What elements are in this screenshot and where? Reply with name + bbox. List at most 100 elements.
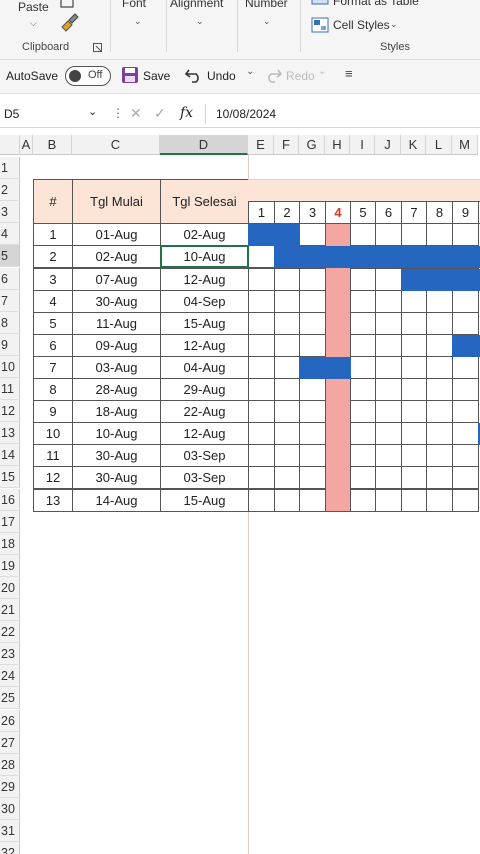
row-header-26[interactable]: 26 <box>0 709 20 732</box>
gantt-cell[interactable] <box>452 311 479 335</box>
gantt-cell[interactable] <box>299 333 326 357</box>
row-header-4[interactable]: 4 <box>0 223 20 246</box>
row-header-21[interactable]: 21 <box>0 599 20 622</box>
column-header-b[interactable]: B <box>33 135 72 155</box>
table-cell[interactable]: 01-Aug <box>72 223 161 247</box>
gantt-cell[interactable] <box>426 444 453 468</box>
gantt-cell[interactable] <box>248 400 275 424</box>
gantt-cell[interactable] <box>426 422 453 446</box>
table-cell[interactable]: 8 <box>33 378 73 402</box>
table-cell[interactable]: 6 <box>33 333 73 357</box>
table-cell[interactable]: 30-Aug <box>72 289 161 313</box>
row-header-30[interactable]: 30 <box>0 797 20 820</box>
gantt-bar[interactable] <box>401 268 480 291</box>
row-header-28[interactable]: 28 <box>0 753 20 776</box>
row-header-19[interactable]: 19 <box>0 554 20 577</box>
gantt-cell[interactable] <box>350 289 376 313</box>
table-cell[interactable]: 12-Aug <box>160 422 249 446</box>
row-header-17[interactable]: 17 <box>0 510 20 533</box>
gantt-cell[interactable] <box>299 267 326 291</box>
row-header-8[interactable]: 8 <box>0 311 20 334</box>
row-header-6[interactable]: 6 <box>0 267 20 290</box>
table-cell[interactable]: 13 <box>33 488 73 512</box>
gantt-bar[interactable] <box>248 224 300 247</box>
gantt-cell[interactable] <box>375 267 402 291</box>
gantt-cell[interactable] <box>401 488 427 512</box>
row-header-5[interactable]: 5 <box>0 245 20 268</box>
gantt-cell[interactable] <box>299 422 326 446</box>
name-box-dropdown-icon[interactable]: ⌄ <box>88 106 98 118</box>
autosave-toggle[interactable]: Off <box>65 66 111 86</box>
undo-button[interactable]: Undo <box>207 69 236 83</box>
row-header-14[interactable]: 14 <box>0 444 20 467</box>
table-cell[interactable]: 09-Aug <box>72 333 161 357</box>
gantt-cell[interactable] <box>248 444 275 468</box>
gantt-cell[interactable] <box>350 378 376 402</box>
gantt-cell[interactable] <box>426 333 453 357</box>
gantt-cell[interactable] <box>401 311 427 335</box>
redo-icon[interactable] <box>264 67 283 86</box>
gantt-cell[interactable] <box>452 378 479 402</box>
gantt-cell[interactable] <box>299 400 326 424</box>
gantt-cell[interactable] <box>452 444 479 468</box>
table-cell[interactable]: 4 <box>33 289 73 313</box>
table-cell[interactable]: 15-Aug <box>160 488 249 512</box>
gantt-cell[interactable] <box>452 400 479 424</box>
column-header-j[interactable]: J <box>375 135 401 155</box>
row-header-9[interactable]: 9 <box>0 333 20 356</box>
table-cell[interactable]: 28-Aug <box>72 378 161 402</box>
row-header-22[interactable]: 22 <box>0 621 20 644</box>
row-header-10[interactable]: 10 <box>0 355 20 378</box>
row-header-7[interactable]: 7 <box>0 289 20 312</box>
gantt-cell[interactable] <box>401 333 427 357</box>
table-cell[interactable]: 10-Aug <box>160 245 249 269</box>
column-header-k[interactable]: K <box>401 135 426 155</box>
gantt-cell[interactable] <box>274 444 300 468</box>
table-cell[interactable]: 03-Sep <box>160 444 249 468</box>
gantt-cell[interactable] <box>248 267 275 291</box>
gantt-cell[interactable] <box>452 466 479 490</box>
gantt-cell[interactable] <box>426 311 453 335</box>
table-cell[interactable]: 12-Aug <box>160 267 249 291</box>
gantt-cell[interactable] <box>375 223 402 247</box>
gantt-cell[interactable] <box>426 378 453 402</box>
gantt-cell[interactable] <box>350 333 376 357</box>
table-cell[interactable]: 04-Sep <box>160 289 249 313</box>
row-header-1[interactable]: 1 <box>0 157 20 180</box>
gantt-cell[interactable] <box>426 223 453 247</box>
cell-styles-button[interactable]: Cell Styles <box>333 18 390 32</box>
gantt-cell[interactable] <box>375 488 402 512</box>
gantt-cell[interactable] <box>426 466 453 490</box>
gantt-cell[interactable] <box>350 400 376 424</box>
font-group-button[interactable]: Font <box>122 0 147 10</box>
table-cell[interactable]: 3 <box>33 267 73 291</box>
table-cell[interactable]: 10-Aug <box>72 422 161 446</box>
gantt-cell[interactable] <box>299 444 326 468</box>
gantt-cell[interactable] <box>452 289 479 313</box>
row-header-20[interactable]: 20 <box>0 576 20 599</box>
row-header-23[interactable]: 23 <box>0 643 20 666</box>
gantt-cell[interactable] <box>350 267 376 291</box>
table-cell[interactable]: 03-Sep <box>160 466 249 490</box>
table-cell[interactable]: 30-Aug <box>72 466 161 490</box>
gantt-cell[interactable] <box>274 289 300 313</box>
gantt-cell[interactable] <box>299 289 326 313</box>
gantt-cell[interactable] <box>248 355 275 379</box>
paste-button[interactable]: Paste <box>18 0 49 14</box>
gantt-cell[interactable] <box>274 333 300 357</box>
row-header-13[interactable]: 13 <box>0 422 20 445</box>
format-painter-icon[interactable] <box>58 13 80 33</box>
gantt-cell[interactable] <box>426 289 453 313</box>
gantt-cell[interactable] <box>248 466 275 490</box>
gantt-cell[interactable] <box>274 311 300 335</box>
gantt-cell[interactable] <box>350 444 376 468</box>
gantt-bar[interactable] <box>299 356 351 379</box>
gantt-cell[interactable] <box>248 245 275 269</box>
row-header-32[interactable]: 32 <box>0 842 20 854</box>
gantt-bar[interactable] <box>478 423 480 446</box>
table-cell[interactable]: 12 <box>33 466 73 490</box>
gantt-cell[interactable] <box>401 223 427 247</box>
gantt-cell[interactable] <box>375 400 402 424</box>
gantt-cell[interactable] <box>350 488 376 512</box>
